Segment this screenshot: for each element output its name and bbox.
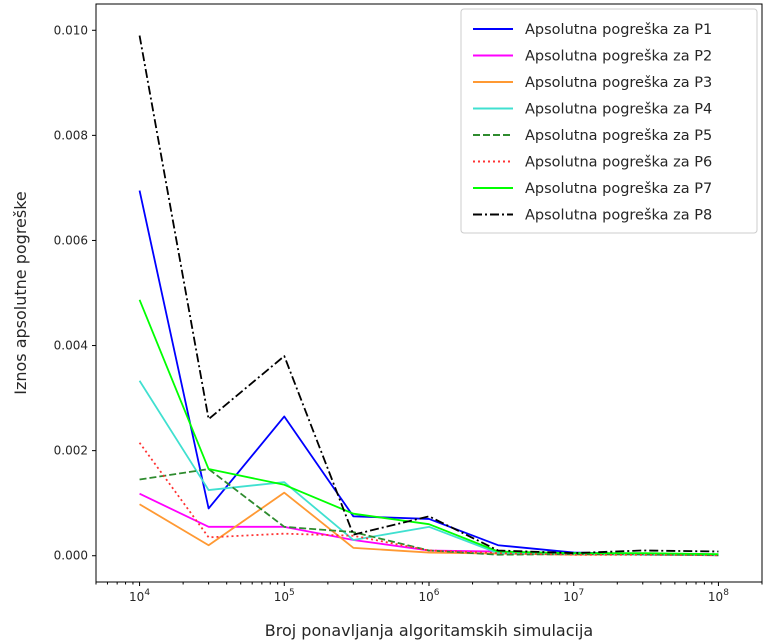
legend-label-p4: Apsolutna pogreška za P4 [525, 102, 712, 118]
series-line-p5 [139, 468, 719, 557]
y-tick-label: 0.010 [54, 23, 88, 37]
x-tick-label: 108 [708, 588, 729, 604]
legend-label-p1: Apsolutna pogreška za P1 [525, 22, 712, 38]
legend-box [460, 8, 758, 234]
legend-label-p8: Apsolutna pogreška za P8 [525, 208, 712, 224]
y-axis-label: Iznos apsolutne pogreške [11, 191, 30, 395]
y-axis-ticks: 0.000 0.002 0.004 0.006 0.008 0.010 [54, 23, 96, 563]
series-line-p7 [138, 299, 719, 556]
legend-label-p5: Apsolutna pogreška za P5 [525, 128, 712, 144]
legend: Apsolutna pogreška za P1 Apsolutna pogreš… [460, 8, 758, 234]
y-tick-label: 0.000 [54, 549, 88, 563]
y-tick-label: 0.006 [54, 233, 88, 247]
x-tick-label: 104 [129, 588, 150, 604]
y-tick-label: 0.004 [54, 339, 88, 353]
legend-label-p6: Apsolutna pogreška za P6 [525, 155, 712, 171]
x-tick-label: 107 [563, 588, 584, 604]
x-tick-label: 105 [274, 588, 295, 604]
x-axis-ticks: 104 105 106 107 108 [95, 582, 763, 604]
legend-label-p2: Apsolutna pogreška za P2 [525, 49, 712, 65]
legend-label-p3: Apsolutna pogreška za P3 [525, 75, 712, 91]
y-tick-label: 0.008 [54, 128, 88, 142]
series-line-p8 [138, 35, 719, 554]
x-axis-label: Broj ponavljanja algoritamskih simulacij… [265, 621, 593, 640]
x-tick-label: 106 [418, 588, 439, 604]
legend-label-p7: Apsolutna pogreška za P7 [525, 181, 712, 197]
series-layer [138, 35, 719, 557]
y-tick-label: 0.002 [54, 444, 88, 458]
